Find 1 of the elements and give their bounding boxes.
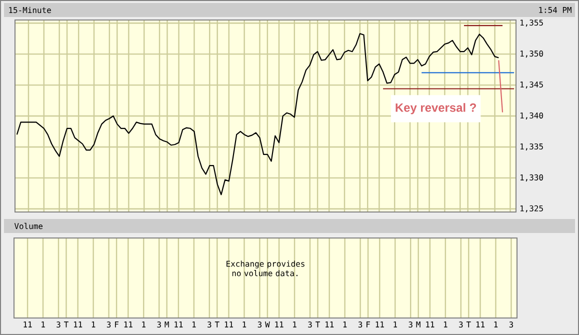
annotation: Key reversal ? — [396, 103, 476, 114]
